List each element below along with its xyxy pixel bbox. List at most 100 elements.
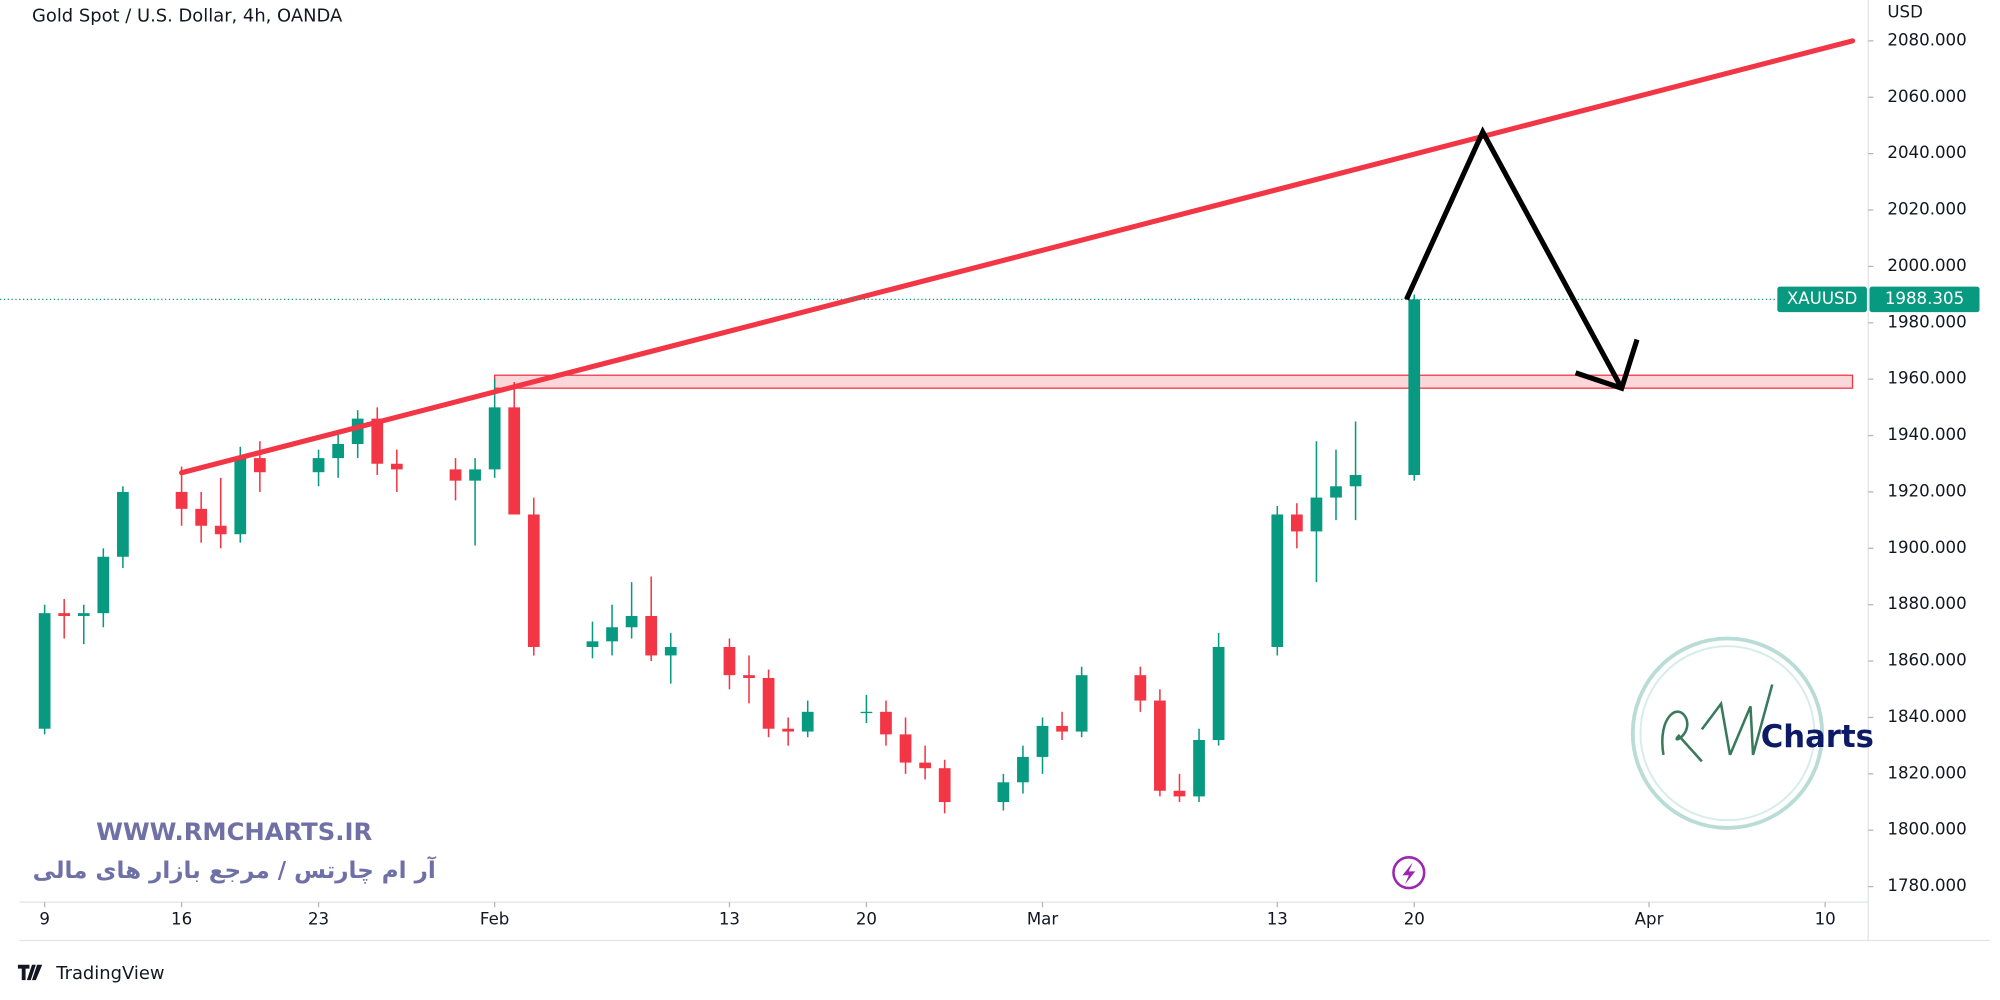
x-tick-label: 13: [719, 910, 740, 929]
candle-body: [1154, 700, 1166, 791]
logo-text: Charts: [1761, 719, 1874, 755]
brand-text: TradingView: [55, 963, 164, 984]
y-tick-label: 2000.000: [1887, 256, 1966, 275]
y-tick-label: 1800.000: [1887, 820, 1966, 839]
candle-body: [880, 711, 892, 735]
alert-circle: [1392, 856, 1426, 890]
candle-body: [997, 782, 1010, 803]
logo-ring: [1630, 636, 1825, 830]
trendline: [179, 38, 1856, 476]
alert-bolt: [1402, 862, 1416, 885]
y-tick-label: 1840.000: [1887, 707, 1966, 726]
candle-body: [77, 613, 90, 616]
candle-body: [175, 491, 188, 509]
candle-body: [1036, 725, 1049, 757]
x-tick-label: 10: [1815, 910, 1836, 929]
candle-body: [488, 407, 501, 470]
candle-body: [1349, 475, 1362, 487]
candle-body: [782, 728, 795, 732]
candle-body: [1212, 646, 1225, 741]
candle-body: [743, 675, 755, 678]
symbol-tag: [1777, 286, 1867, 313]
candle-body: [449, 469, 462, 481]
candle-body: [1271, 514, 1284, 647]
brand-icon: [17, 964, 43, 981]
candle-body: [606, 627, 618, 642]
candle-body: [312, 458, 325, 473]
candle-body: [919, 762, 931, 769]
candle-body: [234, 458, 247, 535]
candle-body: [1193, 740, 1205, 797]
candle-body: [645, 615, 658, 656]
y-tick-label: 1980.000: [1887, 312, 1966, 331]
candle-body: [527, 514, 540, 647]
y-tick-label: 1920.000: [1887, 481, 1966, 500]
x-tick-label: 16: [171, 910, 192, 929]
symbol-tag-text: XAUUSD: [1787, 289, 1857, 308]
logo: Charts: [1630, 636, 1874, 830]
candle-body: [723, 646, 736, 676]
candle-body: [38, 613, 51, 729]
candle-body: [1330, 486, 1342, 498]
footer-brand: TradingView: [17, 963, 165, 984]
watermark-tagline: آر ام چارتس / مرجع بازار های مالی: [33, 855, 437, 884]
y-tick-label: 2040.000: [1887, 143, 1966, 162]
chart-title: Gold Spot / U.S. Dollar, 4h, OANDA: [32, 6, 343, 27]
candle-body: [664, 646, 677, 656]
x-tick-label: Apr: [1635, 910, 1664, 929]
candle-body: [1056, 725, 1068, 732]
drawings-layer: [0, 38, 1869, 476]
x-tick-label: 20: [1404, 910, 1425, 929]
candle-body: [586, 641, 599, 647]
y-tick-label: 1960.000: [1887, 369, 1966, 388]
candle-body: [1290, 514, 1303, 532]
candle-body: [801, 711, 814, 732]
y-tick-label: 1820.000: [1887, 763, 1966, 782]
candle-body: [332, 444, 344, 459]
y-tick-label: 1860.000: [1887, 651, 1966, 670]
x-tick-label: 9: [39, 910, 50, 929]
projection-arrowhead: [1574, 338, 1640, 392]
candle-body: [390, 463, 403, 470]
y-unit: USD: [1887, 2, 1923, 21]
y-tick-label: 2080.000: [1887, 30, 1966, 49]
y-tick-label: 1900.000: [1887, 538, 1966, 557]
candle-body: [253, 458, 266, 473]
y-tick-label: 2060.000: [1887, 87, 1966, 106]
x-tick-label: 20: [856, 910, 877, 929]
zone-layer: [494, 374, 1854, 389]
x-tick-label: Feb: [480, 910, 509, 929]
candle-body: [1134, 675, 1147, 701]
logo-script: [1661, 684, 1774, 763]
candle-body: [195, 508, 208, 526]
candle-body: [1408, 299, 1421, 476]
candle-body: [860, 711, 873, 714]
price-tag-text: 1988.305: [1885, 289, 1964, 308]
y-tick-label: 1940.000: [1887, 425, 1966, 444]
x-tick-label: 23: [308, 910, 329, 929]
x-tick-label: Mar: [1027, 910, 1059, 929]
y-tick-label: 2020.000: [1887, 200, 1966, 219]
watermark-url: WWW.RMCHARTS.IR: [96, 817, 372, 846]
candle-body: [1310, 497, 1323, 532]
candle-body: [371, 418, 384, 464]
candle-body: [625, 615, 638, 628]
candle-body: [351, 418, 364, 445]
resistance-zone: [494, 374, 1854, 389]
candle-body: [469, 469, 481, 481]
candle-body: [938, 768, 951, 803]
y-tick-label: 1780.000: [1887, 876, 1966, 895]
candle-body: [97, 556, 110, 614]
candle-body: [1075, 675, 1088, 732]
y-tick-label: 1880.000: [1887, 594, 1966, 613]
candle-body: [899, 734, 912, 763]
candle-body: [58, 613, 71, 616]
price-tag: [1869, 286, 1980, 313]
candle-body: [117, 491, 129, 557]
candle-body: [762, 677, 775, 729]
candle-body: [508, 407, 521, 515]
logo-ring-inner: [1639, 645, 1816, 822]
